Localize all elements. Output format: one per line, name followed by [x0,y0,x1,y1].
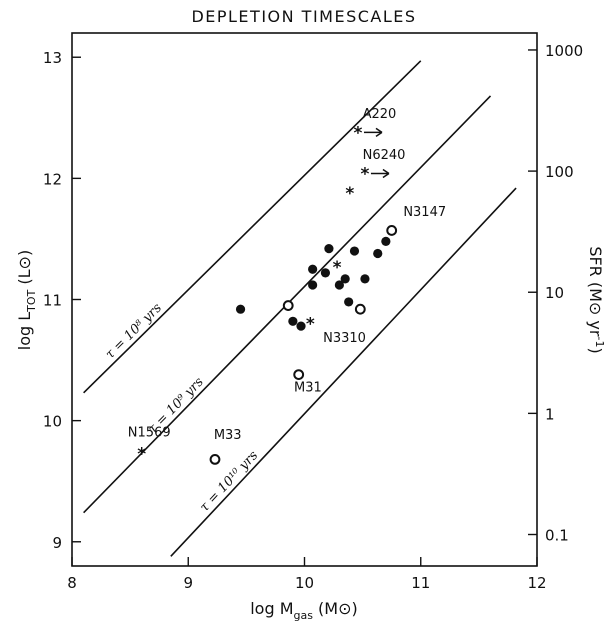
filled-point [349,246,360,256]
y-tick-label: 11 [43,292,62,310]
x-tick-label: 12 [527,574,546,592]
y-tick-label: 12 [43,170,62,188]
star-point: * [354,123,363,143]
plot-frame [71,32,538,567]
y2-tick-label: 1 [545,405,555,423]
filled-point [340,274,350,284]
point-annotation: A220 [363,107,397,122]
y2-tick-label: 1000 [545,42,583,60]
point-labels: A220 N6240 N3147 N3310 M31 M33 N1569 [128,107,446,443]
filled-point [288,316,298,326]
star-point: * [137,444,146,464]
x-tick-label: 8 [67,574,77,592]
filled-point [324,244,334,254]
star-point: * [345,184,354,204]
y-tick-label: 10 [43,413,62,431]
tick-group: 8 9 10 11 12 9 10 11 12 13 0.1 1 10 100 1000 [43,42,583,592]
filled-point [296,321,306,331]
timescale-line-label: τ = 10⁸ yrs [103,300,165,362]
point-annotation: M33 [214,428,242,443]
star-point: * [306,315,315,335]
data-points: * * * * * * [137,123,398,465]
point-annotation: N3147 [403,205,446,220]
x-tick-label: 10 [295,574,314,592]
open-point [293,369,305,381]
filled-point [308,264,318,274]
timescale-line [170,187,517,557]
open-point [209,454,221,465]
x-tick-label: 9 [183,574,193,592]
timescale-line [83,60,422,394]
y-axis-title: log LTOT (L⊙) [15,250,38,350]
filled-point [235,304,246,314]
open-point [354,303,366,315]
star-point: * [333,258,342,278]
filled-point [360,274,370,284]
y-tick-label: 9 [52,534,62,552]
filled-point [373,248,383,259]
limit-arrow-head [382,168,390,179]
point-annotation: N1569 [128,425,171,440]
point-annotation: N6240 [363,148,406,163]
y-tick-label: 13 [43,49,62,67]
point-annotation: M31 [294,381,322,396]
y2-tick-label: 10 [545,284,564,302]
filled-point [334,280,344,290]
filled-point [381,236,391,246]
point-annotation: N3310 [323,331,366,346]
x-axis-title: log Mgas (M⊙) [250,599,358,622]
timescale-line-label: τ = 10¹⁰ yrs [197,448,261,515]
filled-point [308,280,318,290]
y2-axis-title: SFR (M⊙ yr-1) [586,246,606,353]
open-point [282,300,294,311]
y2-tick-label: 0.1 [545,527,569,545]
open-point [386,225,398,236]
chart-title: DEPLETION TIMESCALES [191,7,416,26]
x-tick-label: 11 [411,574,430,592]
filled-point [344,297,354,307]
filled-point [320,268,331,278]
limit-arrow-head [375,127,383,137]
y2-tick-label: 100 [545,163,574,181]
star-point: * [361,165,370,185]
